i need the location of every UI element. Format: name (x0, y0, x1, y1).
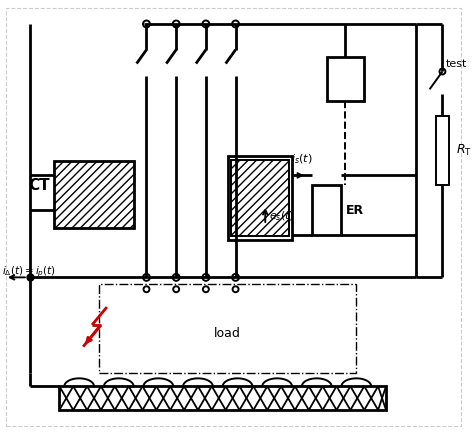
Bar (99, 284, 356, 373)
Bar (59, 386, 386, 410)
Circle shape (202, 274, 210, 281)
Circle shape (203, 286, 209, 292)
Circle shape (233, 286, 238, 292)
Bar (327, 57, 364, 101)
Circle shape (232, 274, 239, 281)
Circle shape (232, 20, 239, 28)
Text: $i_s(t)$: $i_s(t)$ (291, 152, 313, 165)
Bar (436, 116, 449, 185)
Circle shape (202, 20, 210, 28)
Bar (231, 159, 289, 236)
Circle shape (439, 69, 446, 74)
Circle shape (173, 20, 180, 28)
Circle shape (173, 274, 180, 281)
Text: CT: CT (28, 178, 49, 193)
Circle shape (143, 20, 150, 28)
Circle shape (143, 274, 150, 281)
Bar (228, 156, 292, 240)
Text: test: test (446, 59, 467, 69)
Text: $i_\Delta(t) = i_p(t)$: $i_\Delta(t) = i_p(t)$ (2, 264, 56, 279)
Circle shape (173, 286, 179, 292)
Text: load: load (214, 327, 241, 340)
Text: ER: ER (346, 203, 364, 216)
Circle shape (144, 286, 149, 292)
Bar (55, 161, 134, 228)
Text: $e_s(t)$: $e_s(t)$ (269, 209, 294, 223)
Text: $R_\mathrm{T}$: $R_\mathrm{T}$ (456, 143, 472, 158)
Bar (312, 185, 341, 235)
